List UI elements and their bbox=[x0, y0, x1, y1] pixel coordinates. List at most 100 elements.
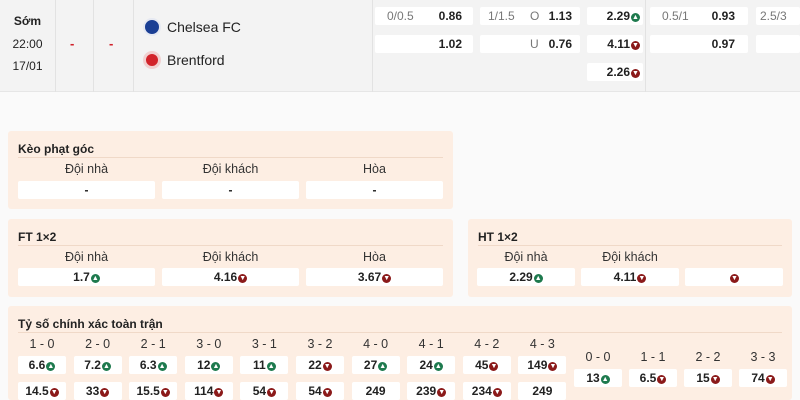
arrow-down-icon: ▼ bbox=[160, 388, 170, 397]
ft-odds-cell[interactable]: 4.16 ▼ bbox=[162, 268, 299, 286]
divider bbox=[18, 157, 443, 158]
score-odds-cell[interactable]: 22 ▼ bbox=[296, 356, 344, 374]
score-odds-cell[interactable]: 33 ▼ bbox=[73, 382, 122, 400]
handicap-home-odds: 0.86 bbox=[438, 9, 462, 23]
score-label: 4 - 3 bbox=[529, 337, 555, 351]
arrow-up-icon: ▲ bbox=[631, 13, 640, 22]
col-header: Đội nhà bbox=[64, 162, 109, 176]
score-odds-cell[interactable]: 249 bbox=[351, 382, 400, 400]
score-odds-cell[interactable]: 239 ▼ bbox=[407, 382, 456, 400]
score-odds-cell[interactable]: 15 ▼ bbox=[684, 369, 732, 387]
corner-odds-cell[interactable]: - bbox=[18, 181, 155, 199]
arrow-down-icon: ▼ bbox=[765, 375, 775, 384]
ft-odds-cell[interactable]: 1.7 ▲ bbox=[18, 268, 155, 286]
handicap-away-cell[interactable]: 1.02 bbox=[375, 35, 473, 53]
arrow-up-icon: ▲ bbox=[600, 375, 610, 384]
away-team-name: Brentford bbox=[167, 52, 225, 68]
score-odds-cell[interactable]: 24 ▲ bbox=[407, 356, 456, 374]
correct-score-panel: Tỷ số chính xác toàn trận 1 - 0 6.6 ▲ 14.5 ▼… bbox=[8, 306, 792, 400]
score-odds-cell[interactable]: 6.6 ▲ bbox=[18, 356, 66, 374]
ht-odds-cell[interactable]: 4.11 ▼ bbox=[581, 268, 679, 286]
score-odds-cell[interactable]: 27 ▲ bbox=[351, 356, 400, 374]
ht-handicap-line: 0.5/1 bbox=[662, 9, 689, 23]
score-label: 4 - 2 bbox=[474, 337, 500, 351]
match-row[interactable]: Sớm 22:00 17/01 - - Chelsea FC Brentford… bbox=[0, 0, 800, 92]
score-odds-cell[interactable]: 7.2 ▲ bbox=[73, 356, 122, 374]
odds-value: 15.5 bbox=[136, 384, 160, 398]
brentford-logo-icon bbox=[143, 51, 161, 69]
ht-handicap-away-cell[interactable]: 0.97 bbox=[650, 35, 748, 53]
score-odds-cell[interactable]: 54 ▼ bbox=[240, 382, 289, 400]
arrow-up-icon: ▲ bbox=[46, 362, 56, 371]
over-odds: 1.13 bbox=[548, 9, 572, 23]
col-header: Hòa bbox=[363, 250, 386, 264]
arrow-down-icon: ▼ bbox=[267, 388, 277, 397]
score-odds-cell[interactable]: 15.5 ▼ bbox=[129, 382, 178, 400]
score-label: 4 - 0 bbox=[363, 337, 389, 351]
arrow-down-icon: ▼ bbox=[492, 388, 502, 397]
odds-value: 27 bbox=[363, 358, 378, 372]
odds-value: 239 bbox=[416, 384, 437, 398]
ht-1x2-panel: HT 1×2 Đội nhà 2.29 ▲ Đội khách 4.11 ▼ ▼ bbox=[468, 219, 792, 297]
score-label: 4 - 1 bbox=[418, 337, 444, 351]
odds-value: 33 bbox=[85, 384, 100, 398]
score-odds-cell[interactable]: 13 ▲ bbox=[574, 369, 622, 387]
score-odds-cell[interactable]: 6.5 ▼ bbox=[629, 369, 677, 387]
odds-value: 24 bbox=[419, 358, 433, 372]
1x2-odds-cell[interactable]: 2.29 ▲ bbox=[587, 7, 643, 25]
ht-ou-line: 2.5/3 bbox=[760, 9, 787, 23]
score-odds-cell[interactable]: 14.5 ▼ bbox=[18, 382, 66, 400]
ft-odds-cell[interactable]: 3.67 ▼ bbox=[306, 268, 443, 286]
score-odds-cell[interactable]: 6.3 ▲ bbox=[129, 356, 178, 374]
home-team[interactable]: Chelsea FC bbox=[143, 18, 241, 36]
arrow-down-icon: ▼ bbox=[548, 362, 558, 371]
score-odds-cell[interactable]: 249 bbox=[518, 382, 567, 400]
odds-value: 12 bbox=[197, 358, 211, 372]
away-team[interactable]: Brentford bbox=[143, 51, 225, 69]
score-odds-cell[interactable]: 11 ▲ bbox=[240, 356, 289, 374]
score-odds-cell[interactable]: 114 ▼ bbox=[184, 382, 233, 400]
over-label: O bbox=[530, 9, 540, 23]
divider bbox=[55, 0, 56, 92]
ht-under-cell[interactable] bbox=[756, 35, 800, 53]
over-cell[interactable]: 1/1.5 O 1.13 bbox=[480, 7, 580, 25]
panel-title: HT 1×2 bbox=[478, 230, 518, 244]
ht-over-cell[interactable]: 2.5/3 bbox=[756, 7, 800, 25]
corner-panel: Kèo phạt góc Đội nhà - Đội khách - Hòa - bbox=[8, 131, 453, 209]
odds-value: 11 bbox=[253, 358, 266, 372]
score-odds-cell[interactable]: 149 ▼ bbox=[518, 356, 567, 374]
score-label: 2 - 1 bbox=[140, 337, 166, 351]
ht-handicap-home-cell[interactable]: 0.5/1 0.93 bbox=[650, 7, 748, 25]
odds-value: 1.7 bbox=[73, 270, 90, 284]
under-odds: 0.76 bbox=[548, 37, 572, 51]
odds-value: 6.3 bbox=[139, 358, 157, 372]
panel-title: FT 1×2 bbox=[18, 230, 57, 244]
arrow-down-icon: ▼ bbox=[322, 362, 332, 371]
under-cell[interactable]: U 0.76 bbox=[480, 35, 580, 53]
corner-odds-cell[interactable]: - bbox=[162, 181, 299, 199]
divider bbox=[18, 332, 782, 333]
score-odds-cell[interactable]: 54 ▼ bbox=[296, 382, 344, 400]
score-odds-cell[interactable]: 45 ▼ bbox=[462, 356, 511, 374]
score-odds-cell[interactable]: 234 ▼ bbox=[462, 382, 511, 400]
arrow-down-icon: ▼ bbox=[489, 362, 499, 371]
arrow-down-icon: ▼ bbox=[238, 274, 248, 283]
handicap-line: 0/0.5 bbox=[387, 9, 414, 23]
1x2-odds-cell[interactable]: 4.11 ▼ bbox=[587, 35, 643, 53]
1x2-odds-cell[interactable]: 2.26 ▼ bbox=[587, 63, 643, 81]
arrow-up-icon: ▲ bbox=[533, 274, 543, 283]
score-odds-cell[interactable]: 74 ▼ bbox=[739, 369, 787, 387]
odds-value: 54 bbox=[252, 384, 267, 398]
score-odds-cell[interactable]: 12 ▲ bbox=[184, 356, 233, 374]
divider bbox=[372, 0, 373, 92]
arrow-up-icon: ▲ bbox=[266, 362, 276, 371]
handicap-home-cell[interactable]: 0/0.5 0.86 bbox=[375, 7, 473, 25]
odds-value: 14.5 bbox=[25, 384, 49, 398]
arrow-down-icon: ▼ bbox=[631, 69, 640, 78]
col-header: Đội nhà bbox=[64, 250, 109, 264]
ht-odds-cell[interactable]: 2.29 ▲ bbox=[477, 268, 575, 286]
ht-odds-cell[interactable]: ▼ bbox=[685, 268, 783, 286]
arrow-down-icon: ▼ bbox=[100, 388, 110, 397]
corner-odds-cell[interactable]: - bbox=[306, 181, 443, 199]
score-label: 2 - 0 bbox=[85, 337, 111, 351]
